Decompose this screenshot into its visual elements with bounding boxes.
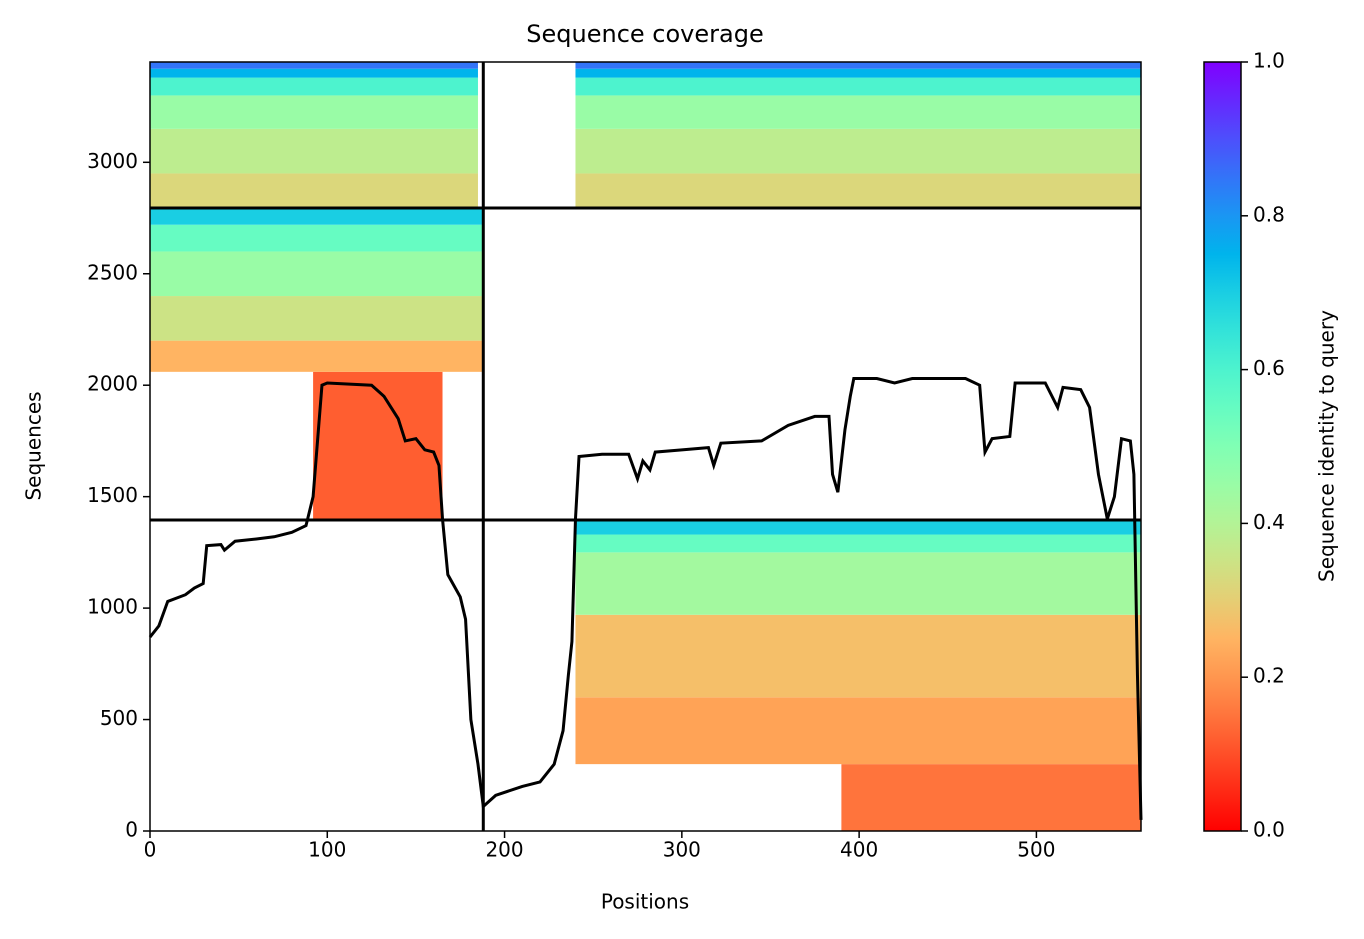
y-tick-label: 3000 — [87, 149, 138, 173]
coverage-band — [575, 95, 1141, 129]
colorbar — [1203, 61, 1242, 832]
coverage-band — [150, 95, 478, 129]
chart-title: Sequence coverage — [526, 20, 763, 48]
x-tick-label: 100 — [308, 838, 346, 862]
coverage-band — [150, 207, 484, 225]
colorbar-tick-label: 0.4 — [1253, 510, 1285, 534]
colorbar-tick-label: 0.0 — [1253, 818, 1285, 842]
x-tick-label: 0 — [144, 838, 157, 862]
coverage-band — [150, 62, 478, 69]
y-tick-label: 2000 — [87, 372, 138, 396]
coverage-band — [150, 296, 484, 341]
x-tick-label: 400 — [840, 838, 878, 862]
coverage-band — [150, 173, 478, 207]
coverage-band — [575, 62, 1141, 69]
coverage-band — [575, 614, 1141, 698]
x-tick-label: 200 — [485, 838, 523, 862]
colorbar-tick-label: 0.2 — [1253, 664, 1285, 688]
coverage-band — [150, 251, 484, 297]
y-tick-label: 1500 — [87, 483, 138, 507]
coverage-band — [150, 77, 478, 96]
coverage-band — [150, 224, 484, 252]
colorbar-label: Sequence identity to query — [1315, 310, 1339, 582]
coverage-line — [148, 377, 1143, 820]
y-tick-label: 0 — [125, 818, 138, 842]
x-tick-label: 500 — [1017, 838, 1055, 862]
coverage-band — [575, 520, 1141, 535]
coverage-band — [575, 77, 1141, 96]
coverage-band — [575, 534, 1141, 553]
coverage-band — [575, 552, 1141, 615]
coverage-band — [575, 173, 1141, 207]
coverage-band — [150, 68, 478, 78]
colorbar-tick-label: 0.6 — [1253, 356, 1285, 380]
colorbar-tick-label: 0.8 — [1253, 202, 1285, 226]
coverage-band — [575, 697, 1141, 765]
coverage-band — [150, 340, 484, 372]
colorbar-tick-label: 1.0 — [1253, 49, 1285, 73]
x-axis-label: Positions — [601, 890, 689, 914]
coverage-band — [841, 764, 1141, 831]
x-tick-label: 300 — [663, 838, 701, 862]
plot-frame — [149, 61, 1142, 832]
coverage-band — [575, 68, 1141, 78]
y-tick-label: 2500 — [87, 260, 138, 284]
y-axis-label: Sequences — [22, 391, 46, 500]
y-tick-label: 500 — [100, 706, 138, 730]
coverage-band — [150, 128, 478, 174]
coverage-band — [575, 128, 1141, 174]
y-tick-label: 1000 — [87, 595, 138, 619]
